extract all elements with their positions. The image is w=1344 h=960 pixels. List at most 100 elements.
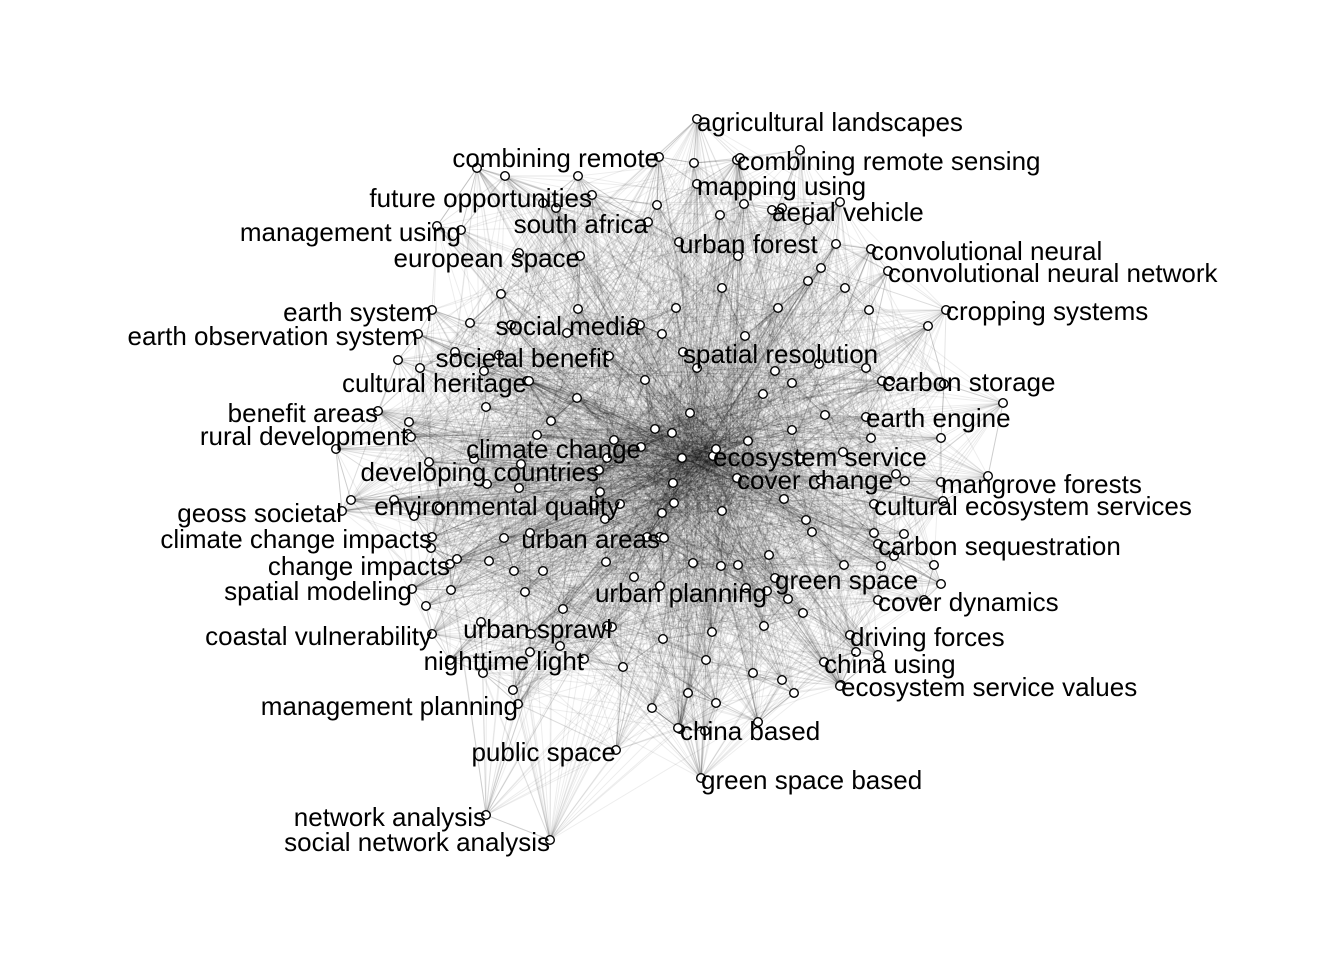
- edge: [606, 583, 942, 627]
- edge: [449, 519, 807, 565]
- edge: [687, 214, 721, 694]
- edge: [483, 370, 700, 429]
- edge: [476, 167, 686, 408]
- edge: [524, 214, 721, 593]
- node: [669, 498, 680, 509]
- edge: [673, 203, 745, 492]
- edge: [555, 207, 579, 310]
- edge: [512, 658, 585, 691]
- edge: [393, 324, 512, 501]
- edge: [428, 461, 600, 471]
- edge: [577, 308, 679, 729]
- edge: [542, 570, 707, 661]
- edge: [681, 280, 809, 459]
- edge: [417, 309, 947, 335]
- edge: [520, 255, 739, 465]
- edge: [743, 203, 764, 395]
- edge: [715, 270, 889, 450]
- edge: [411, 335, 746, 590]
- edge: [605, 555, 895, 563]
- edge: [410, 436, 710, 459]
- edge: [762, 207, 783, 395]
- edge: [686, 407, 845, 566]
- edge: [744, 335, 754, 456]
- edge: [350, 483, 488, 501]
- edge: [411, 308, 579, 590]
- edge: [820, 267, 947, 311]
- edge: [777, 307, 793, 384]
- edge: [719, 214, 809, 221]
- node: [803, 276, 814, 287]
- edge: [413, 325, 929, 517]
- edge: [613, 439, 661, 587]
- edge: [450, 589, 532, 635]
- edge: [413, 503, 621, 517]
- edge: [504, 175, 717, 450]
- edge: [480, 463, 522, 623]
- edge: [662, 598, 789, 640]
- edge: [577, 308, 653, 709]
- edge: [550, 255, 739, 422]
- edge: [651, 432, 673, 497]
- edge: [485, 332, 568, 408]
- edge: [611, 149, 801, 628]
- edge: [529, 532, 679, 729]
- edge: [562, 474, 708, 610]
- edge: [528, 380, 897, 475]
- edge: [633, 280, 809, 324]
- edge: [820, 267, 947, 311]
- edge: [513, 429, 793, 572]
- edge: [677, 183, 698, 729]
- edge: [693, 162, 722, 567]
- edge: [715, 448, 822, 481]
- edge: [599, 491, 747, 498]
- node-label: carbon sequestration: [878, 531, 1121, 561]
- edge: [904, 402, 1004, 482]
- edge: [604, 518, 624, 668]
- edge: [598, 322, 635, 471]
- node-label: coastal vulnerability: [205, 621, 432, 651]
- edge: [704, 325, 929, 732]
- edge: [377, 397, 578, 412]
- edge: [473, 458, 522, 465]
- edge: [428, 461, 745, 489]
- edge: [768, 473, 897, 556]
- edge: [682, 439, 717, 450]
- edge: [504, 175, 929, 327]
- edge: [676, 382, 793, 476]
- edge: [721, 157, 741, 466]
- edge: [428, 412, 691, 463]
- edge: [576, 397, 942, 585]
- edge: [619, 503, 789, 600]
- edge: [485, 406, 845, 566]
- edge: [562, 453, 703, 610]
- edge: [736, 370, 776, 479]
- edge: [742, 424, 944, 502]
- edge: [606, 416, 867, 459]
- node: [840, 283, 851, 294]
- edge: [436, 167, 478, 227]
- edge: [611, 500, 944, 628]
- edge: [393, 324, 641, 501]
- edge: [512, 157, 741, 691]
- edge: [823, 309, 947, 663]
- edge: [504, 175, 633, 471]
- edge: [485, 749, 617, 816]
- edge: [696, 118, 709, 478]
- edge: [520, 463, 601, 493]
- edge: [417, 333, 664, 640]
- edge: [870, 437, 944, 502]
- edge: [377, 410, 520, 489]
- node-label: urban planning: [595, 578, 767, 608]
- edge: [693, 162, 770, 556]
- edge: [410, 424, 744, 438]
- edge: [518, 252, 702, 779]
- edge: [736, 477, 879, 545]
- node: [831, 238, 842, 249]
- edge: [449, 564, 935, 661]
- edge: [639, 324, 716, 437]
- edge: [550, 420, 776, 579]
- edge: [450, 367, 867, 591]
- edge: [500, 293, 689, 469]
- edge: [591, 194, 601, 493]
